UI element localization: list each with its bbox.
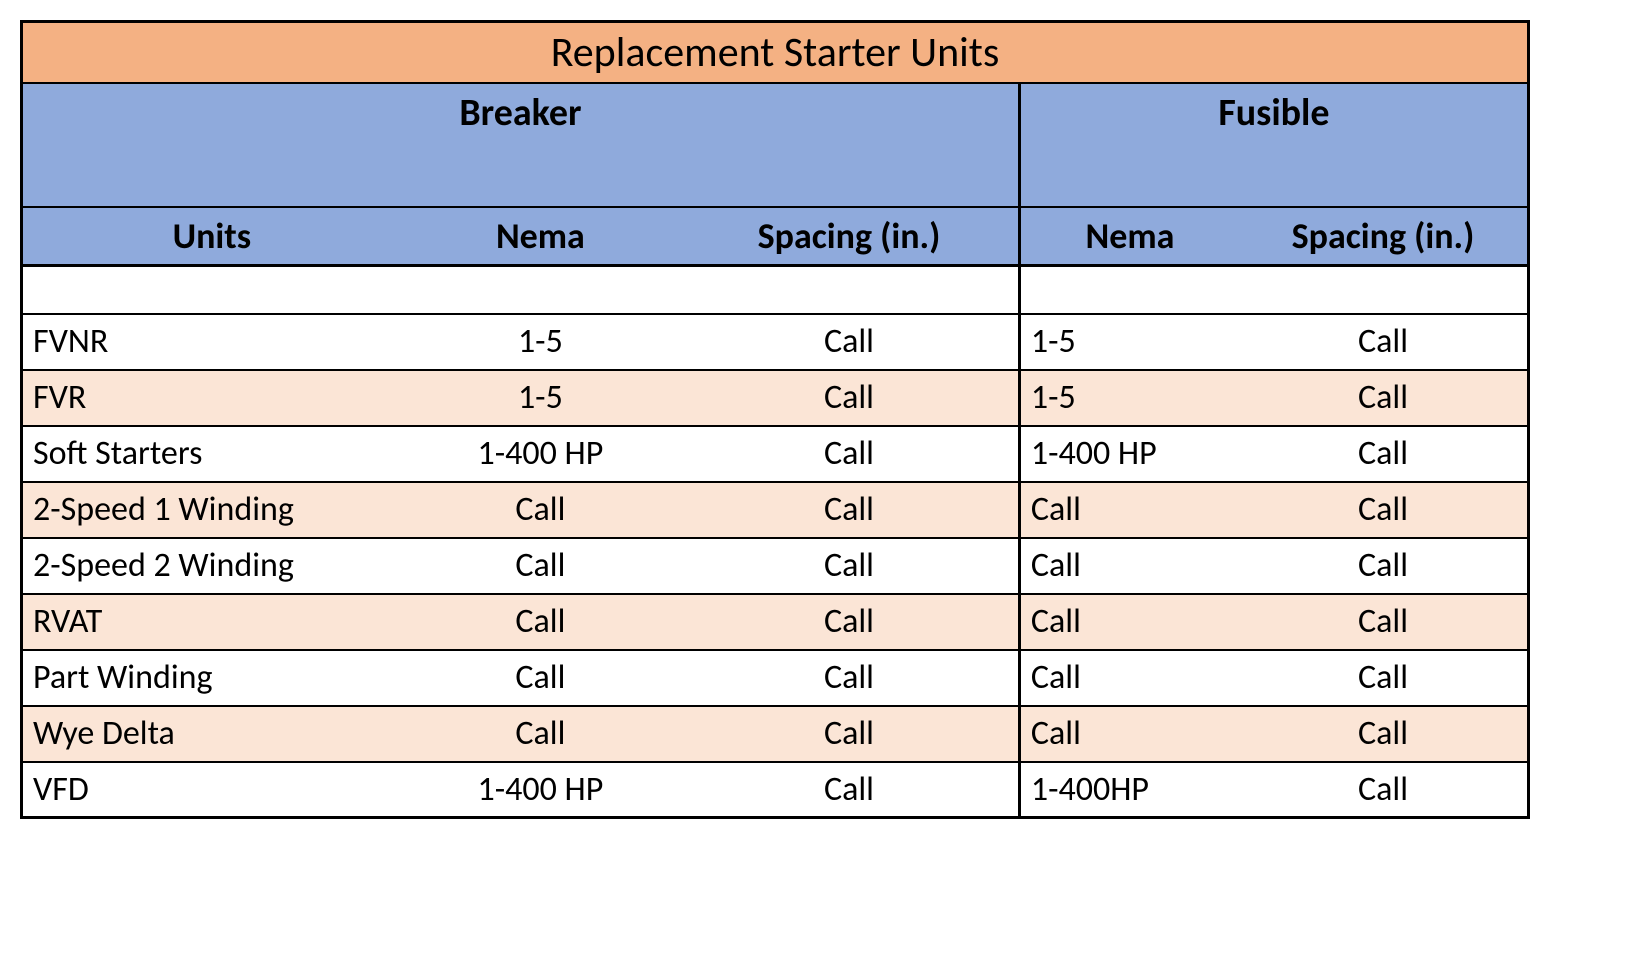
spacer-right (1019, 266, 1528, 314)
cell-unit: Part Winding (22, 650, 401, 706)
cell-unit: VFD (22, 762, 401, 818)
cell-fusible-spacing: Call (1239, 426, 1528, 482)
cell-breaker-spacing: Call (680, 650, 1019, 706)
table-title: Replacement Starter Units (22, 22, 1529, 84)
cell-fusible-nema: Call (1019, 482, 1239, 538)
cell-breaker-nema: Call (401, 594, 680, 650)
cell-breaker-nema: 1-400 HP (401, 762, 680, 818)
cell-fusible-nema: 1-5 (1019, 314, 1239, 370)
cell-fusible-nema: Call (1019, 706, 1239, 762)
cell-breaker-spacing: Call (680, 762, 1019, 818)
cell-breaker-nema: Call (401, 706, 680, 762)
col-breaker-spacing: Spacing (in.) (680, 207, 1019, 266)
cell-fusible-spacing: Call (1239, 594, 1528, 650)
cell-unit: RVAT (22, 594, 401, 650)
data-rows: FVNR1-5Call1-5CallFVR1-5Call1-5CallSoft … (22, 314, 1529, 818)
cell-fusible-nema: 1-400HP (1019, 762, 1239, 818)
cell-fusible-nema: 1-400 HP (1019, 426, 1239, 482)
cell-breaker-spacing: Call (680, 426, 1019, 482)
cell-unit: 2-Speed 1 Winding (22, 482, 401, 538)
cell-breaker-spacing: Call (680, 706, 1019, 762)
cell-breaker-spacing: Call (680, 538, 1019, 594)
title-row: Replacement Starter Units (22, 22, 1529, 84)
col-fusible-nema: Nema (1019, 207, 1239, 266)
spacer-row (22, 266, 1529, 314)
cell-fusible-nema: 1-5 (1019, 370, 1239, 426)
cell-fusible-nema: Call (1019, 594, 1239, 650)
table-row: VFD1-400 HPCall1-400HPCall (22, 762, 1529, 818)
cell-unit: 2-Speed 2 Winding (22, 538, 401, 594)
cell-unit: Wye Delta (22, 706, 401, 762)
column-header-row: Units Nema Spacing (in.) Nema Spacing (i… (22, 207, 1529, 266)
cell-fusible-nema: Call (1019, 538, 1239, 594)
cell-breaker-nema: 1-5 (401, 370, 680, 426)
cell-fusible-spacing: Call (1239, 538, 1528, 594)
table-row: 2-Speed 2 WindingCallCallCallCall (22, 538, 1529, 594)
col-breaker-nema: Nema (401, 207, 680, 266)
starter-units-table: Replacement Starter Units Breaker Fusibl… (20, 20, 1530, 819)
table-row: FVR1-5Call1-5Call (22, 370, 1529, 426)
cell-breaker-spacing: Call (680, 314, 1019, 370)
cell-breaker-nema: Call (401, 538, 680, 594)
cell-unit: FVR (22, 370, 401, 426)
group-header-row: Breaker Fusible (22, 83, 1529, 207)
table-row: 2-Speed 1 WindingCallCallCallCall (22, 482, 1529, 538)
table-row: FVNR1-5Call1-5Call (22, 314, 1529, 370)
cell-breaker-nema: Call (401, 650, 680, 706)
cell-breaker-nema: 1-5 (401, 314, 680, 370)
cell-fusible-nema: Call (1019, 650, 1239, 706)
col-units: Units (22, 207, 401, 266)
col-fusible-spacing: Spacing (in.) (1239, 207, 1528, 266)
cell-breaker-spacing: Call (680, 594, 1019, 650)
spacer-left (22, 266, 1020, 314)
cell-unit: FVNR (22, 314, 401, 370)
cell-fusible-spacing: Call (1239, 650, 1528, 706)
cell-fusible-spacing: Call (1239, 762, 1528, 818)
cell-breaker-spacing: Call (680, 482, 1019, 538)
cell-fusible-spacing: Call (1239, 706, 1528, 762)
group-fusible: Fusible (1019, 83, 1528, 207)
cell-fusible-spacing: Call (1239, 370, 1528, 426)
table-row: Wye DeltaCallCallCallCall (22, 706, 1529, 762)
cell-fusible-spacing: Call (1239, 482, 1528, 538)
cell-breaker-nema: 1-400 HP (401, 426, 680, 482)
table-row: Part WindingCallCallCallCall (22, 650, 1529, 706)
table-row: RVATCallCallCallCall (22, 594, 1529, 650)
cell-breaker-nema: Call (401, 482, 680, 538)
cell-breaker-spacing: Call (680, 370, 1019, 426)
cell-fusible-spacing: Call (1239, 314, 1528, 370)
group-breaker: Breaker (22, 83, 1020, 207)
cell-unit: Soft Starters (22, 426, 401, 482)
table-row: Soft Starters1-400 HPCall1-400 HPCall (22, 426, 1529, 482)
